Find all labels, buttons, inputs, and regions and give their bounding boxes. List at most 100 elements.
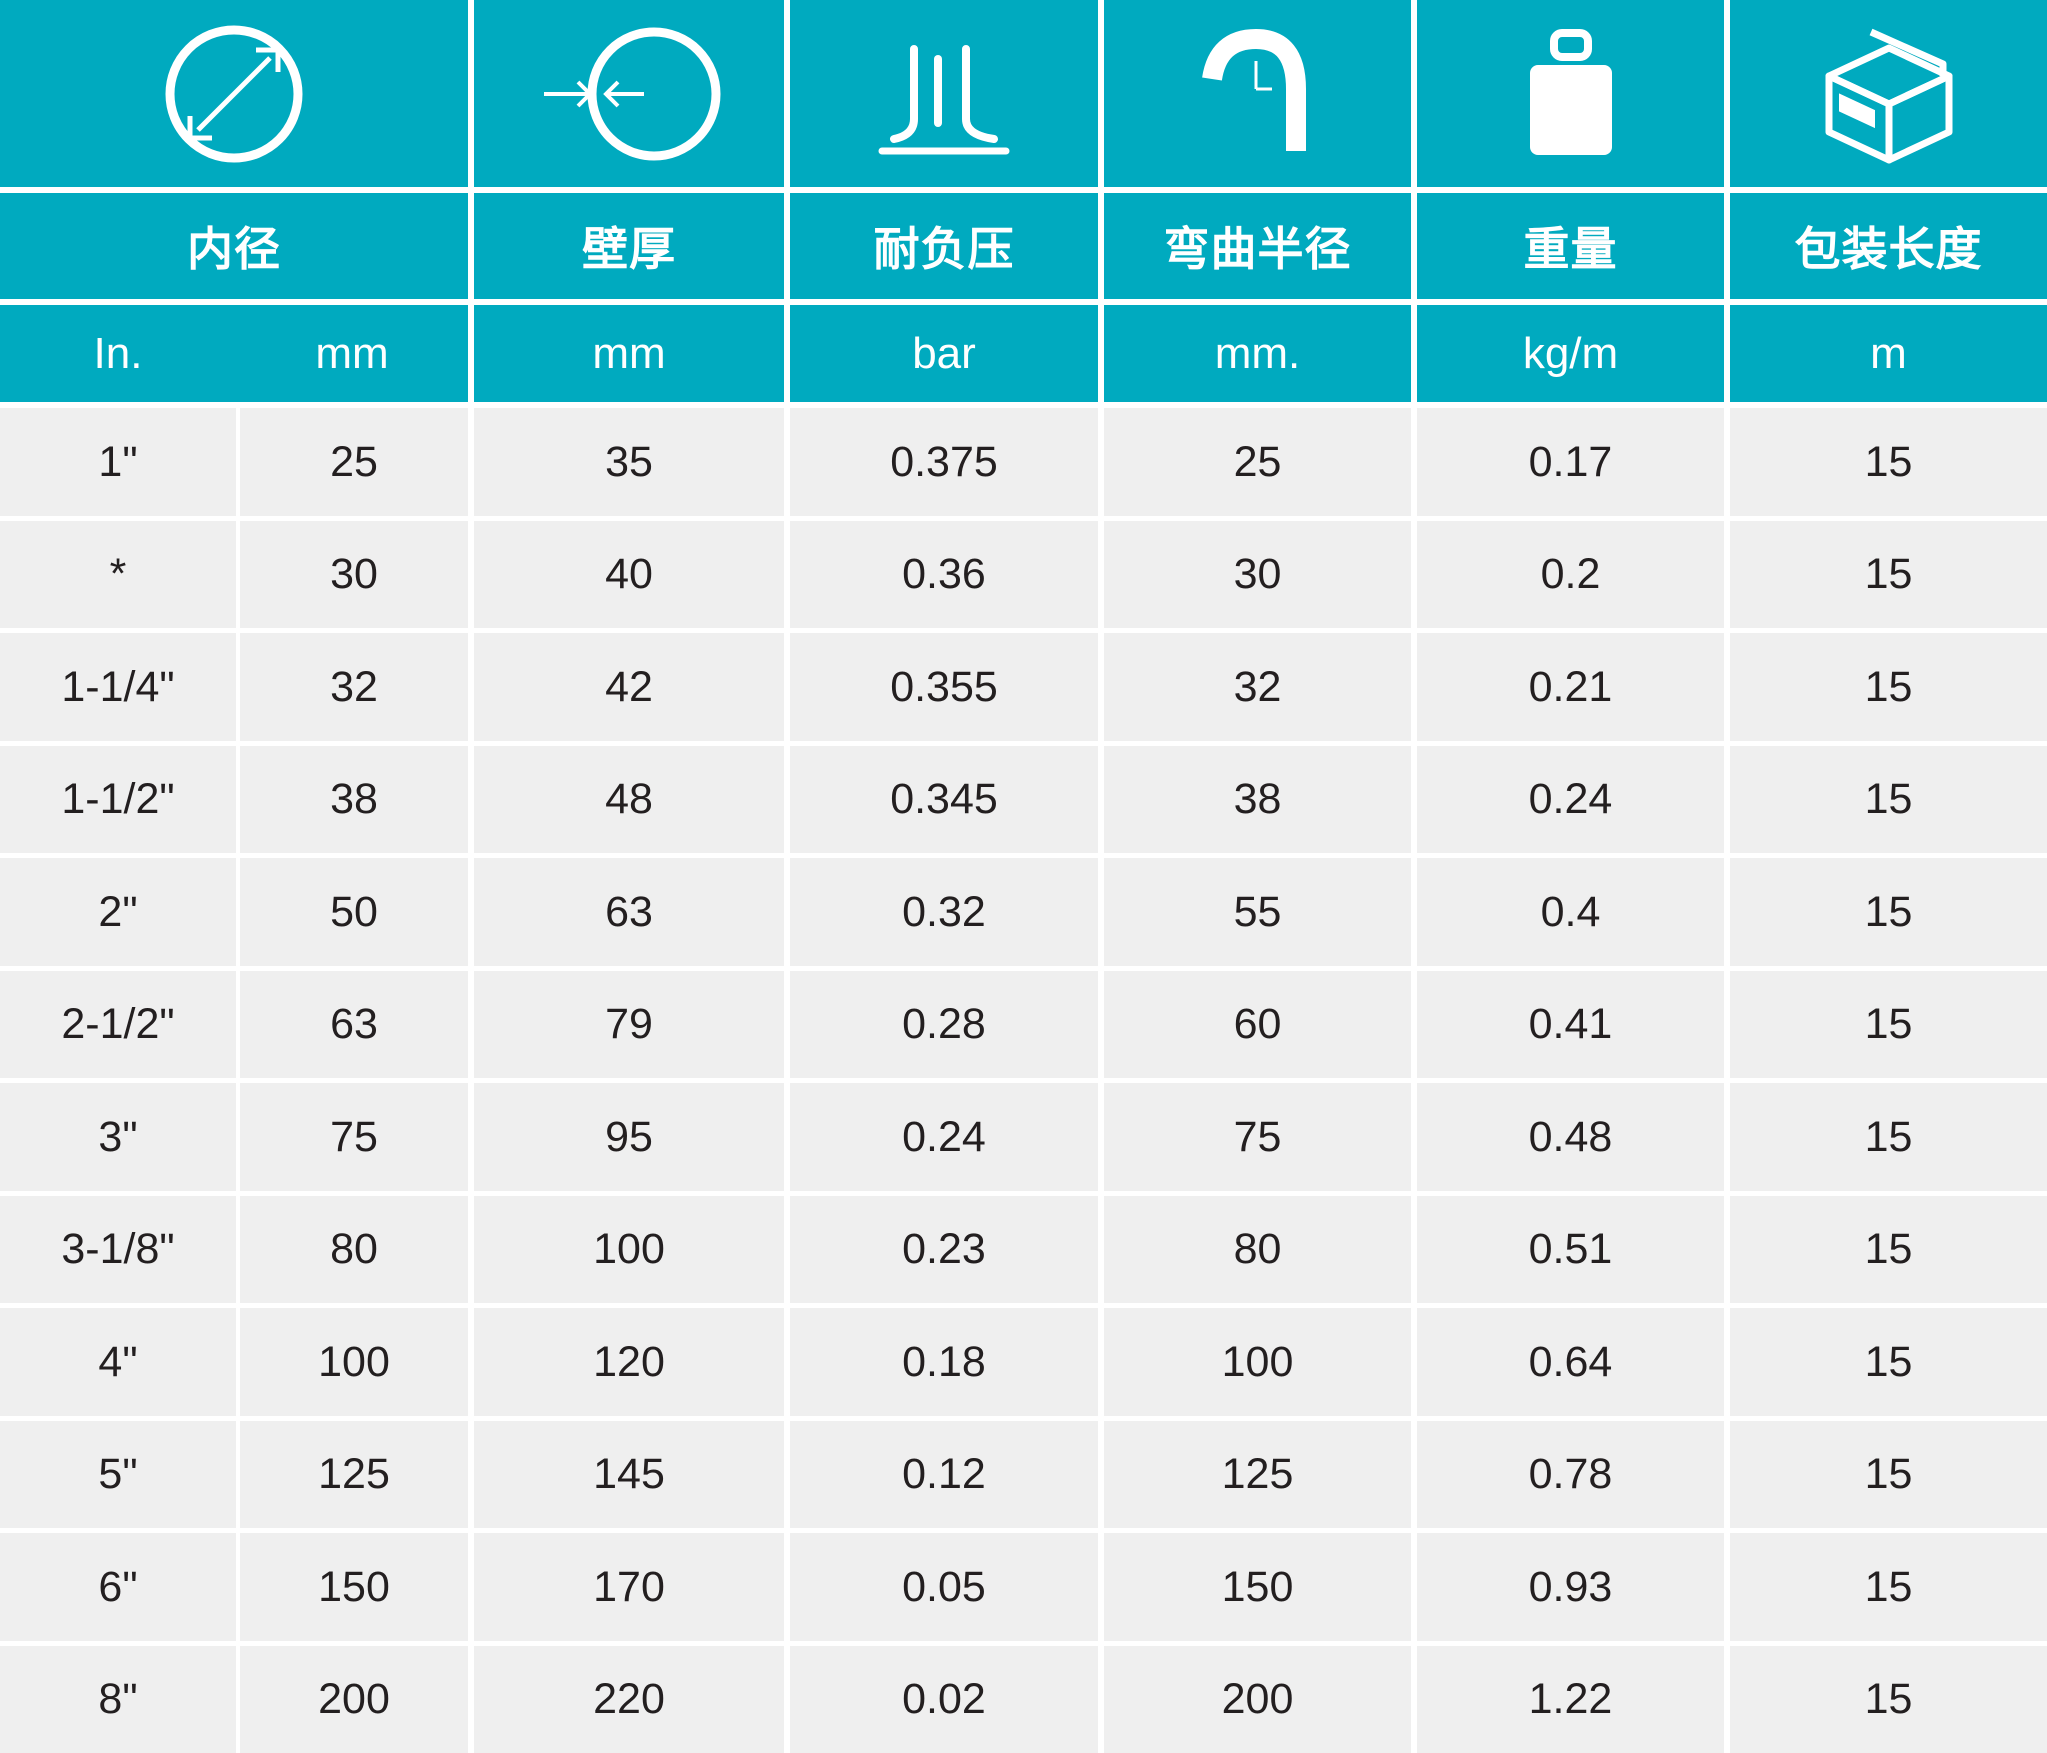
column-title-wall-thickness: 壁厚: [474, 193, 784, 299]
table-cell-bend: 100: [1104, 1308, 1411, 1416]
table-cell-length: 15: [1730, 408, 2047, 516]
table-cell-weight: 0.93: [1417, 1533, 1724, 1641]
table-cell-inch: 1": [0, 408, 236, 516]
table-cell-inch: 2": [0, 858, 236, 966]
table-cell-wall: 63: [474, 858, 784, 966]
table-cell-weight: 0.78: [1417, 1421, 1724, 1528]
table-cell-weight: 0.17: [1417, 408, 1724, 516]
table-cell-mm: 100: [240, 1308, 468, 1416]
table-cell-wall: 42: [474, 633, 784, 741]
table-cell-inch: 3": [0, 1083, 236, 1191]
table-cell-length: 15: [1730, 746, 2047, 853]
table-cell-length: 15: [1730, 1083, 2047, 1191]
table-cell-pressure: 0.05: [790, 1533, 1098, 1641]
table-cell-wall: 120: [474, 1308, 784, 1416]
unit-bar: bar: [790, 305, 1098, 402]
bend-radius-icon: [1198, 29, 1318, 159]
table-cell-mm: 38: [240, 746, 468, 853]
table-cell-pressure: 0.32: [790, 858, 1098, 966]
unit-kg-per-m: kg/m: [1417, 305, 1724, 402]
table-cell-inch: *: [0, 521, 236, 628]
table-cell-weight: 0.2: [1417, 521, 1724, 628]
column-title-vacuum-pressure: 耐负压: [790, 193, 1098, 299]
table-cell-bend: 32: [1104, 633, 1411, 741]
package-box-icon: [1819, 24, 1959, 164]
table-cell-mm: 50: [240, 858, 468, 966]
table-cell-length: 15: [1730, 1308, 2047, 1416]
table-cell-wall: 100: [474, 1196, 784, 1303]
table-cell-weight: 0.41: [1417, 971, 1724, 1078]
diameter-icon: [164, 24, 304, 164]
table-cell-bend: 55: [1104, 858, 1411, 966]
table-cell-weight: 0.24: [1417, 746, 1724, 853]
table-cell-pressure: 0.375: [790, 408, 1098, 516]
table-cell-weight: 0.51: [1417, 1196, 1724, 1303]
column-title-weight: 重量: [1417, 193, 1724, 299]
unit-inch: In.: [0, 305, 236, 402]
table-cell-wall: 35: [474, 408, 784, 516]
table-cell-length: 15: [1730, 1533, 2047, 1641]
header-icon-cell-diameter: [0, 0, 468, 187]
table-cell-length: 15: [1730, 971, 2047, 1078]
table-cell-bend: 38: [1104, 746, 1411, 853]
header-icon-cell-pressure: [790, 0, 1098, 187]
table-cell-length: 15: [1730, 1646, 2047, 1753]
table-cell-pressure: 0.355: [790, 633, 1098, 741]
table-cell-mm: 25: [240, 408, 468, 516]
table-cell-bend: 60: [1104, 971, 1411, 1078]
table-cell-mm: 150: [240, 1533, 468, 1641]
header-icon-cell-weight: [1417, 0, 1724, 187]
table-cell-inch: 1-1/4": [0, 633, 236, 741]
table-cell-pressure: 0.36: [790, 521, 1098, 628]
table-cell-pressure: 0.12: [790, 1421, 1098, 1528]
table-cell-length: 15: [1730, 521, 2047, 628]
table-cell-wall: 145: [474, 1421, 784, 1528]
table-cell-mm: 32: [240, 633, 468, 741]
table-cell-wall: 40: [474, 521, 784, 628]
table-cell-weight: 0.48: [1417, 1083, 1724, 1191]
unit-mm-diameter: mm: [236, 305, 468, 402]
table-cell-inch: 2-1/2": [0, 971, 236, 1078]
table-cell-wall: 48: [474, 746, 784, 853]
table-cell-inch: 3-1/8": [0, 1196, 236, 1303]
table-cell-pressure: 0.23: [790, 1196, 1098, 1303]
table-cell-bend: 25: [1104, 408, 1411, 516]
table-cell-wall: 95: [474, 1083, 784, 1191]
table-cell-length: 15: [1730, 858, 2047, 966]
table-cell-mm: 75: [240, 1083, 468, 1191]
table-cell-weight: 0.64: [1417, 1308, 1724, 1416]
unit-m: m: [1730, 305, 2047, 402]
table-cell-bend: 200: [1104, 1646, 1411, 1753]
table-cell-inch: 1-1/2": [0, 746, 236, 853]
table-cell-wall: 79: [474, 971, 784, 1078]
table-cell-mm: 63: [240, 971, 468, 1078]
table-cell-weight: 0.4: [1417, 858, 1724, 966]
table-cell-length: 15: [1730, 1421, 2047, 1528]
table-cell-wall: 220: [474, 1646, 784, 1753]
table-cell-inch: 5": [0, 1421, 236, 1528]
hose-spec-table: 内径 壁厚 耐负压 弯曲半径 重量 包装长度 In. mm mm bar mm.…: [0, 0, 2047, 1753]
table-cell-bend: 80: [1104, 1196, 1411, 1303]
weight-icon: [1526, 29, 1616, 159]
table-cell-bend: 75: [1104, 1083, 1411, 1191]
table-cell-pressure: 0.28: [790, 971, 1098, 1078]
header-icon-cell-wall: [474, 0, 784, 187]
header-icon-cell-bend: [1104, 0, 1411, 187]
table-cell-mm: 30: [240, 521, 468, 628]
table-cell-inch: 4": [0, 1308, 236, 1416]
table-cell-length: 15: [1730, 1196, 2047, 1303]
header-icon-cell-package: [1730, 0, 2047, 187]
column-title-inner-diameter: 内径: [0, 193, 468, 299]
table-cell-wall: 170: [474, 1533, 784, 1641]
table-cell-mm: 80: [240, 1196, 468, 1303]
table-cell-bend: 150: [1104, 1533, 1411, 1641]
table-cell-pressure: 0.02: [790, 1646, 1098, 1753]
table-cell-length: 15: [1730, 633, 2047, 741]
pressure-icon: [874, 29, 1014, 159]
table-cell-pressure: 0.24: [790, 1083, 1098, 1191]
table-cell-inch: 6": [0, 1533, 236, 1641]
table-cell-bend: 30: [1104, 521, 1411, 628]
table-cell-bend: 125: [1104, 1421, 1411, 1528]
table-cell-pressure: 0.345: [790, 746, 1098, 853]
column-title-bend-radius: 弯曲半径: [1104, 193, 1411, 299]
